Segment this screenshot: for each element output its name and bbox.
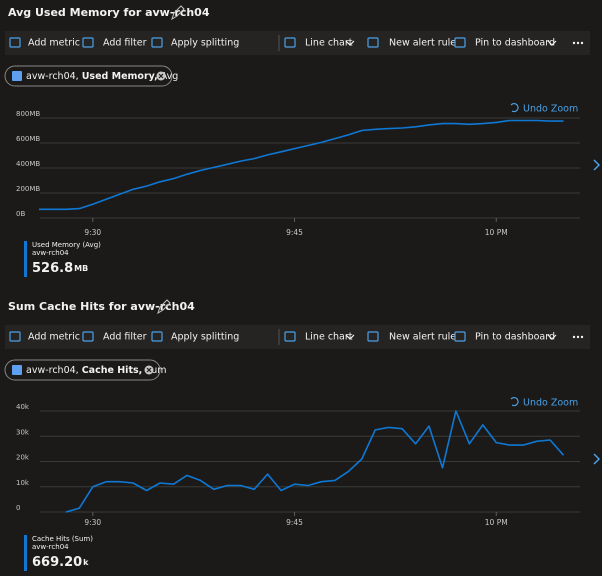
panel-title: Sum Cache Hits for avw-rch04 <box>8 300 195 313</box>
summary-bar <box>24 241 27 277</box>
more-dot[interactable] <box>580 335 584 339</box>
toolbar-icon <box>284 331 296 342</box>
x-tick-label: 9:30 <box>84 518 101 527</box>
pill-part: Used Memory, <box>82 71 158 82</box>
y-tick-label: 10k <box>16 479 30 487</box>
data-line <box>39 119 564 211</box>
chevron-down <box>547 40 557 46</box>
summary-metric: Cache Hits (Sum) <box>32 535 93 543</box>
toolbar-button[interactable]: Line chart <box>305 332 353 343</box>
toolbar-icon <box>284 37 296 48</box>
toolbar-button[interactable]: Line chart <box>305 38 353 49</box>
resource-icon <box>12 71 22 81</box>
toolbar-button[interactable]: Pin to dashboard <box>475 38 555 49</box>
chevron-down <box>345 40 355 46</box>
toolbar <box>5 325 590 349</box>
y-tick-label: 800MB <box>16 110 40 118</box>
chevron-down <box>547 334 557 340</box>
edit-icon[interactable] <box>171 5 185 21</box>
pill-close-x <box>146 367 152 373</box>
summary-metric: Used Memory (Avg) <box>32 241 101 249</box>
toolbar-button[interactable]: Apply splitting <box>171 38 239 49</box>
summary-bar <box>24 535 27 571</box>
y-tick-label: 200MB <box>16 185 40 193</box>
metric-pill <box>4 65 173 87</box>
toolbar-icon <box>367 37 379 48</box>
toolbar-button[interactable]: Apply splitting <box>171 332 239 343</box>
summary-unit: k <box>83 558 89 567</box>
x-tick-label: 10 PM <box>485 518 508 527</box>
toolbar-button[interactable]: Add metric <box>28 38 80 49</box>
pill-close-x <box>158 73 164 79</box>
more-dot[interactable] <box>580 41 584 45</box>
pill-part: avw-rch04, <box>26 71 79 82</box>
summary-unit: MB <box>74 264 88 273</box>
panel-title: Avg Used Memory for avw-rch04 <box>8 6 210 19</box>
toolbar-icon <box>151 37 163 48</box>
undo-icon <box>510 102 519 113</box>
next-chevron[interactable] <box>593 453 601 465</box>
toolbar-icon <box>151 331 163 342</box>
metric-pill <box>4 359 161 381</box>
toolbar-icon <box>9 331 21 342</box>
y-tick-label: 0 <box>16 504 20 512</box>
y-tick-label: 30k <box>16 428 30 436</box>
x-tick-label: 10 PM <box>485 228 508 237</box>
resource-icon <box>12 365 22 375</box>
toolbar-icon <box>454 37 466 48</box>
summary-value: 526.8MB <box>32 261 88 276</box>
toolbar-icon <box>367 331 379 342</box>
edit-icon[interactable] <box>157 299 171 315</box>
x-tick-label: 9:30 <box>84 228 101 237</box>
toolbar-button[interactable]: Add filter <box>103 332 147 343</box>
pill-part: Sum <box>145 365 166 376</box>
y-tick-label: 0B <box>16 210 25 218</box>
toolbar-button[interactable]: New alert rule <box>389 332 456 343</box>
pill-part: avw-rch04, <box>26 365 79 376</box>
summary-value: 669.20k <box>32 555 89 570</box>
more-dot[interactable] <box>576 335 580 339</box>
summary-resource: avw-rch04 <box>32 249 69 257</box>
toolbar-button[interactable]: Add filter <box>103 38 147 49</box>
toolbar <box>5 31 590 55</box>
undo-icon <box>510 396 519 407</box>
pill-part: Avg <box>161 71 179 82</box>
chevron-down <box>345 334 355 340</box>
summary-number: 669.20 <box>32 555 82 570</box>
toolbar-icon <box>82 331 94 342</box>
y-tick-label: 20k <box>16 454 30 462</box>
y-tick-label: 600MB <box>16 135 40 143</box>
undo-zoom[interactable]: Undo Zoom <box>523 104 578 115</box>
more-dot[interactable] <box>572 41 576 45</box>
pill-label: avw-rch04, Cache Hits, Sum <box>26 365 167 376</box>
y-tick-label: 400MB <box>16 160 40 168</box>
toolbar-icon <box>82 37 94 48</box>
toolbar-icon <box>9 37 21 48</box>
toolbar-icon <box>454 331 466 342</box>
more-dot[interactable] <box>576 41 580 45</box>
more-dot[interactable] <box>572 335 576 339</box>
toolbar-button[interactable]: New alert rule <box>389 38 456 49</box>
summary-resource: avw-rch04 <box>32 543 69 551</box>
x-tick-label: 9:45 <box>286 228 303 237</box>
toolbar-button[interactable]: Pin to dashboard <box>475 332 555 343</box>
toolbar-button[interactable]: Add metric <box>28 332 80 343</box>
pill-part: Cache Hits, <box>82 365 143 376</box>
x-tick-label: 9:45 <box>286 518 303 527</box>
summary-number: 526.8 <box>32 261 73 276</box>
y-tick-label: 40k <box>16 403 30 411</box>
next-chevron[interactable] <box>593 159 601 171</box>
undo-zoom[interactable]: Undo Zoom <box>523 398 578 409</box>
data-line <box>65 410 565 513</box>
pill-label: avw-rch04, Used Memory, Avg <box>26 71 178 82</box>
